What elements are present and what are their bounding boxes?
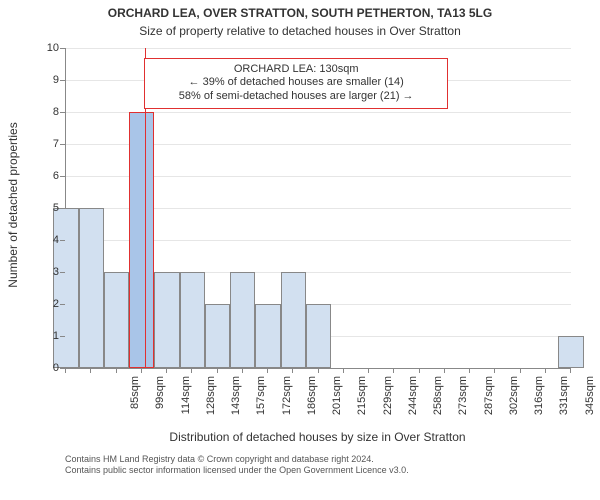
x-tick-label: 273sqm xyxy=(457,376,469,436)
attribution-line1: Contains HM Land Registry data © Crown c… xyxy=(65,454,409,465)
x-tick-mark xyxy=(419,368,420,373)
y-tick-label: 4 xyxy=(35,234,59,246)
y-tick-label: 9 xyxy=(35,74,59,86)
x-tick-label: 331sqm xyxy=(558,376,570,436)
chart-title-line1: ORCHARD LEA, OVER STRATTON, SOUTH PETHER… xyxy=(0,6,600,20)
x-tick-label: 143sqm xyxy=(230,376,242,436)
x-tick-label: 287sqm xyxy=(483,376,495,436)
y-tick-label: 5 xyxy=(35,202,59,214)
annotation-box: ORCHARD LEA: 130sqm ← 39% of detached ho… xyxy=(144,58,448,109)
y-tick-mark xyxy=(60,144,65,145)
histogram-bar xyxy=(281,272,306,368)
x-tick-label: 114sqm xyxy=(180,376,192,436)
y-tick-label: 0 xyxy=(35,362,59,374)
x-tick-label: 258sqm xyxy=(432,376,444,436)
x-tick-mark xyxy=(393,368,394,373)
x-tick-label: 302sqm xyxy=(508,376,520,436)
x-tick-label: 316sqm xyxy=(533,376,545,436)
chart-container: ORCHARD LEA, OVER STRATTON, SOUTH PETHER… xyxy=(0,0,600,500)
y-tick-mark xyxy=(60,48,65,49)
x-tick-mark xyxy=(242,368,243,373)
x-tick-mark xyxy=(469,368,470,373)
x-tick-mark xyxy=(166,368,167,373)
x-tick-mark xyxy=(494,368,495,373)
x-tick-mark xyxy=(292,368,293,373)
histogram-bar xyxy=(154,272,179,368)
x-tick-mark xyxy=(444,368,445,373)
histogram-bar xyxy=(230,272,255,368)
histogram-bar xyxy=(255,304,280,368)
x-tick-label: 345sqm xyxy=(584,376,596,436)
x-tick-mark xyxy=(343,368,344,373)
annotation-line2: ← 39% of detached houses are smaller (14… xyxy=(151,76,441,90)
y-tick-mark xyxy=(60,208,65,209)
x-tick-mark xyxy=(65,368,66,373)
x-tick-label: 229sqm xyxy=(382,376,394,436)
histogram-bar xyxy=(104,272,129,368)
x-tick-label: 157sqm xyxy=(255,376,267,436)
attribution-line2: Contains public sector information licen… xyxy=(65,465,409,476)
x-tick-mark xyxy=(267,368,268,373)
y-tick-label: 8 xyxy=(35,106,59,118)
histogram-bar xyxy=(558,336,583,368)
x-tick-label: 85sqm xyxy=(129,376,141,436)
x-tick-label: 215sqm xyxy=(356,376,368,436)
y-tick-label: 1 xyxy=(35,330,59,342)
x-tick-mark xyxy=(570,368,571,373)
chart-title-line2: Size of property relative to detached ho… xyxy=(0,24,600,38)
y-tick-mark xyxy=(60,112,65,113)
y-tick-mark xyxy=(60,272,65,273)
y-tick-label: 2 xyxy=(35,298,59,310)
x-tick-mark xyxy=(141,368,142,373)
histogram-bar xyxy=(79,208,104,368)
y-tick-label: 10 xyxy=(35,42,59,54)
x-tick-mark xyxy=(90,368,91,373)
y-tick-label: 7 xyxy=(35,138,59,150)
histogram-bar xyxy=(205,304,230,368)
x-tick-mark xyxy=(318,368,319,373)
x-tick-mark xyxy=(368,368,369,373)
x-tick-mark xyxy=(217,368,218,373)
y-tick-label: 6 xyxy=(35,170,59,182)
x-tick-mark xyxy=(545,368,546,373)
annotation-line1: ORCHARD LEA: 130sqm xyxy=(151,63,441,77)
histogram-bar xyxy=(53,208,78,368)
x-tick-label: 128sqm xyxy=(205,376,217,436)
y-tick-mark xyxy=(60,336,65,337)
x-tick-mark xyxy=(116,368,117,373)
x-tick-mark xyxy=(191,368,192,373)
x-tick-label: 244sqm xyxy=(407,376,419,436)
gridline xyxy=(66,48,571,49)
y-axis-label: Number of detached properties xyxy=(6,105,20,305)
x-tick-mark xyxy=(520,368,521,373)
y-tick-mark xyxy=(60,304,65,305)
x-tick-label: 172sqm xyxy=(281,376,293,436)
x-tick-label: 186sqm xyxy=(306,376,318,436)
x-tick-label: 201sqm xyxy=(331,376,343,436)
y-tick-mark xyxy=(60,176,65,177)
y-tick-mark xyxy=(60,80,65,81)
annotation-line3: 58% of semi-detached houses are larger (… xyxy=(151,90,441,104)
y-tick-mark xyxy=(60,240,65,241)
histogram-bar xyxy=(306,304,331,368)
y-tick-label: 3 xyxy=(35,266,59,278)
histogram-bar xyxy=(180,272,205,368)
histogram-bar xyxy=(129,112,154,368)
x-tick-label: 99sqm xyxy=(154,376,166,436)
attribution-text: Contains HM Land Registry data © Crown c… xyxy=(65,454,409,477)
